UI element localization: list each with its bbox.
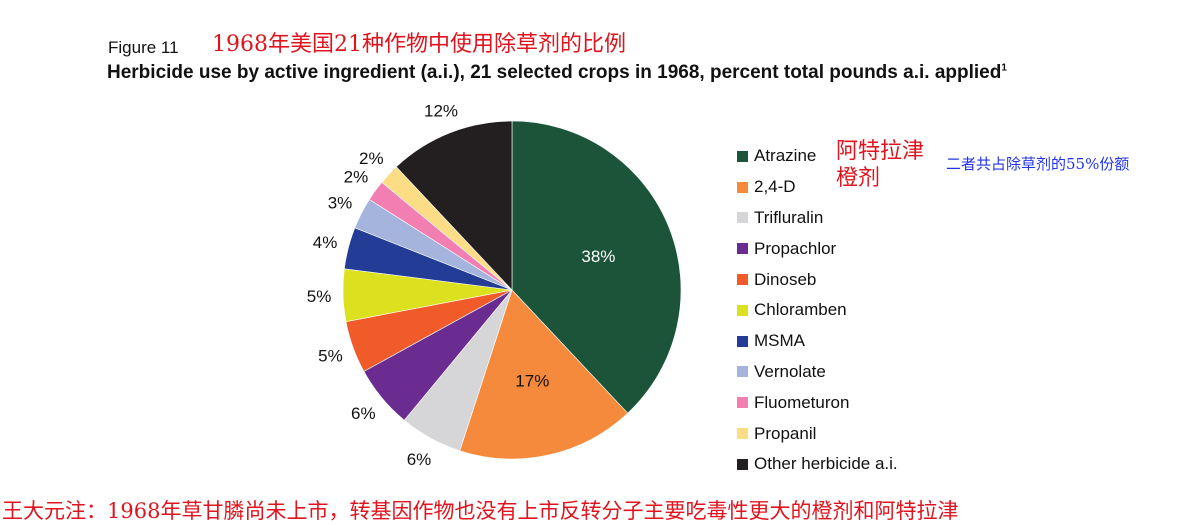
legend-swatch [737, 150, 748, 162]
legend-label: Vernolate [754, 361, 826, 381]
legend-item-atrazine: Atrazine [737, 141, 898, 172]
pie-label-2-4-d: 17% [515, 372, 549, 391]
red-annotation-line-2: 橙剂 [836, 166, 881, 191]
legend-swatch [737, 366, 748, 378]
legend-item-chloramben: Chloramben [737, 295, 898, 326]
footnote-annotation: 王大元注：1968年草甘膦尚未上市，转基因作物也没有上市反转分子主要吃毒性更大的… [2, 499, 959, 523]
pie-labels: 38% 17% 6% 6% 5% 5% 4% 3% 2%2% 12% [307, 102, 616, 470]
legend-swatch [737, 181, 748, 193]
pie-label-vernolate: 3% [328, 193, 353, 212]
blue-annotation: 二者共占除草剂的55%份额 [946, 155, 1130, 173]
pie-label-msma: 4% [313, 233, 338, 252]
legend-swatch [737, 458, 748, 470]
legend-item-msma: MSMA [737, 326, 898, 357]
pie-slice-atrazine [511, 120, 682, 414]
red-annotation-line-1: 阿特拉津 [836, 139, 925, 164]
legend-swatch [737, 428, 748, 440]
legend-swatch [737, 335, 748, 347]
chart-title: Herbicide use by active ingredient (a.i.… [107, 62, 1007, 84]
chart-title-text: Herbicide use by active ingredient (a.i.… [107, 62, 1002, 83]
legend-item-propachlor: Propachlor [737, 233, 898, 264]
pie-slice-other-herbicide-a-i [395, 120, 513, 291]
legend-swatch [737, 304, 748, 316]
legend-item-trifluralin: Trifluralin [737, 203, 898, 234]
pie-label-propanil: 2% [359, 149, 384, 168]
pie-label-dinoseb: 5% [318, 346, 343, 365]
figure-label: Figure 11 [108, 38, 179, 57]
title-footnote-mark: 1 [1001, 62, 1007, 74]
legend-label: Propanil [754, 423, 817, 443]
legend-swatch [737, 212, 748, 224]
pie-label-trifluralin: 6% [407, 450, 432, 469]
pie-label-propachlor: 6% [351, 404, 376, 423]
legend-item-other-herbicide-a-i: Other herbicide a.i. [737, 449, 898, 480]
legend-label: Chloramben [754, 300, 847, 320]
pie-slices [342, 120, 682, 460]
red-annotation: 阿特拉津 橙剂 [836, 138, 924, 192]
pie-slice-2-4-d [459, 289, 629, 460]
pie-label-chloramben: 5% [307, 287, 332, 306]
legend-item-vernolate: Vernolate [737, 357, 898, 388]
legend-swatch [737, 397, 748, 409]
chinese-title-annotation: 1968年美国21种作物中使用除草剂的比例 [212, 32, 626, 57]
legend-item-2-4-d: 2,4-D [737, 172, 898, 203]
legend-label: Propachlor [754, 238, 837, 258]
legend-label: Dinoseb [754, 269, 817, 289]
legend-swatch [737, 274, 748, 286]
legend: Atrazine 2,4-D Trifluralin Propachlor Dinose… [737, 141, 898, 480]
pie-label-other-herbicide-a-i: 12% [424, 102, 458, 121]
legend-item-dinoseb: Dinoseb [737, 264, 898, 295]
pie-label-fluometuron: 2% [344, 168, 369, 187]
legend-item-fluometuron: Fluometuron [737, 387, 898, 418]
legend-label: Trifluralin [754, 207, 824, 227]
legend-item-propanil: Propanil [737, 418, 898, 449]
legend-swatch [737, 243, 748, 255]
legend-label: Other herbicide a.i. [754, 454, 898, 474]
legend-label: 2,4-D [754, 177, 796, 197]
pie-label-atrazine: 38% [581, 247, 615, 266]
legend-label: Atrazine [754, 146, 817, 166]
legend-label: Fluometuron [754, 392, 850, 412]
legend-label: MSMA [754, 331, 805, 351]
